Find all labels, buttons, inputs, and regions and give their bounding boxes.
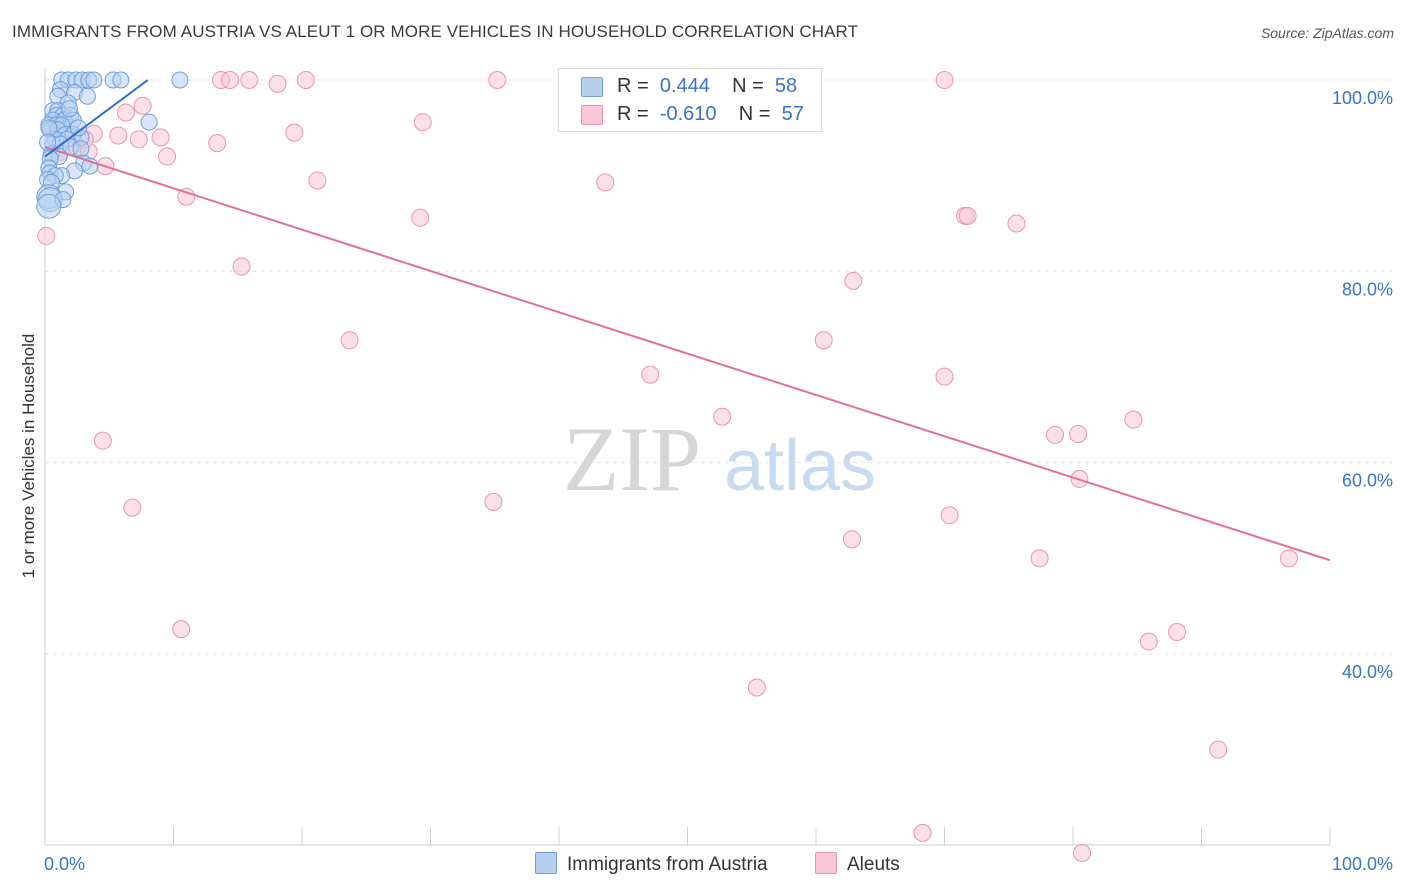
aleuts-point [308,171,327,190]
austria-point [40,119,58,137]
aleuts-point [484,492,503,511]
aleuts-point [958,206,977,225]
austria-point [85,71,103,89]
trend-lines [44,79,1331,562]
austria-points [36,71,189,219]
austria-point [36,193,62,219]
austria-point [112,71,130,89]
aleuts-point [158,147,177,166]
aleuts-point [1046,425,1065,444]
bottom-legend-aleuts: Aleuts [815,852,900,876]
y-tick-label: 80.0% [1342,279,1393,299]
aleuts-point [913,823,932,842]
aleuts-point [713,407,732,426]
legend-n-label: N = [738,103,771,125]
tick-labels: 100.0% 80.0% 60.0% 40.0% 0.0% 100.0% [44,88,1393,874]
aleuts-point [116,103,135,122]
chart-title: IMMIGRANTS FROM AUSTRIA VS ALEUT 1 OR MO… [12,22,859,41]
aleuts-point [177,187,196,206]
aleuts-point [340,331,359,350]
austria-point [72,140,90,158]
aleuts-point [37,226,56,245]
aleuts-point [940,506,959,525]
watermark: ZIP atlas [563,408,876,510]
gridlines [45,79,1392,655]
austria-point [60,100,78,118]
y-axis-label: 1 or more Vehicles in Household [19,334,38,579]
x-tick-label: 0.0% [44,854,85,874]
aleuts-point [641,365,660,384]
aleuts-point [232,257,251,276]
y-tick-label: 40.0% [1342,662,1393,682]
aleuts-point [596,173,615,192]
austria-point [69,119,87,137]
aleuts-point [814,331,833,350]
austria-point [39,133,57,151]
x-tick-label: 100.0% [1332,854,1393,874]
aleuts-point [935,71,954,89]
legend-r-label: R = [617,75,649,97]
legend-n-label: N = [732,75,764,97]
watermark-atlas: atlas [724,426,876,506]
legend-swatch-austria [581,77,603,97]
legend-r-label: R = [617,103,649,125]
aleuts-point [93,431,112,450]
bottom-legend-label: Aleuts [847,854,900,875]
aleuts-point [488,71,507,89]
austria-point [171,71,189,89]
source-credit: Source: ZipAtlas.com [1260,25,1394,41]
aleuts-point [296,71,315,89]
aleuts-point [240,71,259,89]
bottom-legend-swatch-aleuts [815,852,837,874]
aleuts-point [1124,410,1143,429]
legend-n-value: 57 [781,103,804,125]
aleuts-point [1030,549,1049,568]
bottom-legend-label: Immigrants from Austria [567,854,768,875]
aleuts-point [221,71,240,89]
legend-n-value: 58 [774,75,798,97]
aleuts-point [133,96,152,115]
aleuts-point [747,678,766,697]
aleuts-point [413,113,432,132]
aleuts-point [411,208,430,227]
aleuts-point [1069,424,1088,443]
aleuts-point [1139,632,1158,651]
bottom-legend-swatch-austria [535,852,557,874]
aleuts-point [123,498,142,517]
aleuts-point [1168,622,1187,641]
aleuts-point [208,134,227,153]
watermark-zip: ZIP [563,408,701,510]
legend-swatch-aleuts [581,105,603,125]
aleuts-point [1209,740,1228,759]
aleuts-point [129,130,148,149]
aleuts-point [1279,549,1298,568]
bottom-legend-austria: Immigrants from Austria [535,852,768,876]
legend-r-value: 0.444 [659,75,710,97]
y-tick-label: 100.0% [1332,88,1393,108]
aleuts-point [172,620,191,639]
y-tick-label: 60.0% [1342,471,1393,491]
aleuts-point [842,530,861,549]
stats-legend: R = 0.444 N = 58 R = -0.610 N = 57 [558,68,822,132]
aleuts-point [285,123,304,142]
aleuts-point [109,126,128,145]
aleuts-point [268,74,287,93]
austria-point [78,87,96,105]
aleuts-point [844,271,863,290]
aleuts-point [1007,214,1026,233]
aleuts-point [151,128,170,147]
legend-r-value: -0.610 [659,103,717,125]
aleuts-point [935,367,954,386]
austria-point [140,113,158,131]
austria-trend-line [44,79,149,158]
aleuts-point [1072,843,1091,862]
aleuts-trend-line [44,146,1331,562]
